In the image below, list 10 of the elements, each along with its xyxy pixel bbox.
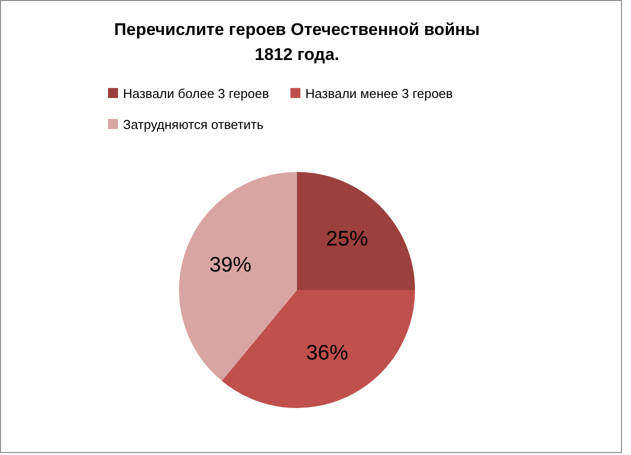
pie-slice [297,172,415,290]
data-label: 25% [326,227,368,250]
pie-slice [179,172,297,381]
pie-slice [222,290,415,408]
data-label: 36% [306,342,348,365]
legend-label: Назвали более 3 героев [123,86,270,101]
chart-title: Перечислите героев Отечественной войны 1812 года. [114,20,480,64]
legend-label: Назвали менее 3 героев [305,86,453,101]
data-label: 39% [209,254,252,277]
legend-label: Затрудняются ответить [123,117,264,132]
